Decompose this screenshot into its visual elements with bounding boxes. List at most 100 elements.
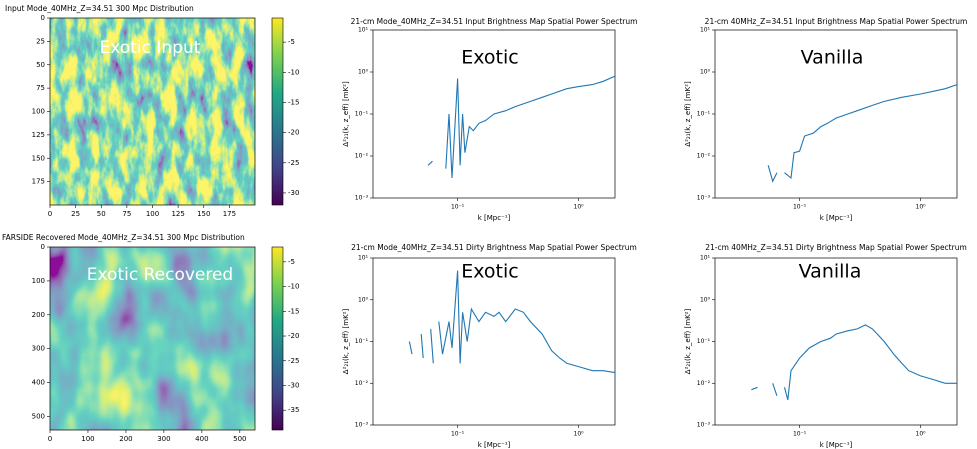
x-tick-label: 200 [119,435,132,443]
x-tick-label: 25 [71,210,80,218]
x-tick-label: 10⁻¹ [451,431,465,438]
y-tick-label: 10⁰ [358,296,369,303]
y-tick-label: 200 [32,311,45,319]
y-tick-label: 150 [32,154,45,162]
y-tick-label: 500 [32,412,45,420]
y-tick-label: 10⁻² [697,380,711,387]
annotation: Vanilla [799,261,862,283]
heatmap-image [50,247,255,430]
y-tick-label: 10⁻³ [697,195,711,202]
y-tick-label: 10⁻¹ [697,338,711,345]
colorbar-tick-label: -5 [288,38,295,46]
y-tick-label: 0 [41,14,45,22]
x-tick-label: 500 [233,435,246,443]
y-tick-label: 10⁻¹ [355,111,369,118]
chart-title: 21-cm 40MHz_Z=34.51 Input Brightness Map… [705,17,968,26]
x-tick-label: 125 [171,210,184,218]
plot-frame [372,257,616,426]
y-tick-label: 25 [36,37,45,45]
y-tick-label: 10¹ [700,27,711,34]
plot-frame [714,257,958,426]
x-tick-label: 10⁰ [916,431,927,438]
x-tick-label: 10⁻¹ [451,204,465,211]
colorbar-tick-label: -25 [288,159,299,167]
annotation: Exotic [461,47,518,69]
data-line [751,324,957,401]
x-axis-label: k [Mpc⁻¹] [820,441,853,449]
y-axis-label: Δ²₂₁(k, z_eff) [mK²] [342,81,350,147]
colorbar [271,246,284,431]
x-tick-label: 150 [197,210,210,218]
data-line [427,75,616,179]
x-tick-label: 10⁰ [574,204,585,211]
y-tick-label: 10⁰ [700,69,711,76]
x-tick-label: 0 [48,210,52,218]
chart-title: 21-cm 40MHz_Z=34.51 Dirty Brightness Map… [705,243,967,252]
y-tick-label: 75 [36,84,45,92]
y-tick-label: 10⁻¹ [355,338,369,345]
x-tick-label: 10⁰ [916,204,927,211]
data-line [767,84,958,183]
y-tick-label: 10⁻³ [355,195,369,202]
colorbar-tick-label: -10 [288,68,299,76]
y-tick-label: 10⁰ [358,69,369,76]
y-tick-label: 10⁻³ [355,422,369,429]
chart-title: Input Mode_40MHz_Z=34.51 300 Mpc Distrib… [5,4,194,13]
y-tick-label: 50 [36,61,45,69]
y-tick-label: 10¹ [358,255,369,262]
colorbar-tick-label: -30 [288,381,299,389]
colorbar-tick-label: -30 [288,189,299,197]
x-axis-label: k [Mpc⁻¹] [820,214,853,222]
x-tick-label: 50 [97,210,106,218]
x-tick-label: 75 [122,210,131,218]
x-tick-label: 300 [157,435,170,443]
x-tick-label: 0 [48,435,52,443]
x-tick-label: 10⁻¹ [793,204,807,211]
y-tick-label: 100 [32,277,45,285]
y-tick-label: 10⁻³ [697,422,711,429]
x-tick-label: 175 [223,210,236,218]
x-tick-label: 400 [195,435,208,443]
colorbar [271,17,284,206]
y-tick-label: 10¹ [358,27,369,34]
annotation: Exotic Recovered [87,265,233,285]
y-tick-label: 300 [32,345,45,353]
y-tick-label: 100 [32,108,45,116]
y-tick-label: 10⁻¹ [697,111,711,118]
heatmap-image [50,18,255,205]
y-tick-label: 10¹ [700,255,711,262]
y-axis-label: Δ²₂₁(k, z_eff) [mK²] [684,81,692,147]
colorbar-tick-label: -25 [288,357,299,365]
chart-title: 21-cm Mode_40MHz_Z=34.51 Input Brightnes… [351,17,638,26]
annotation: Exotic Input [100,38,201,58]
x-tick-label: 100 [81,435,94,443]
x-tick-label: 10⁻¹ [793,431,807,438]
colorbar-tick-label: -10 [288,283,299,291]
x-tick-label: 100 [146,210,159,218]
x-tick-label: 10⁰ [574,431,585,438]
y-tick-label: 10⁻² [697,153,711,160]
y-tick-label: 10⁻² [355,380,369,387]
y-axis-label: Δ²₂₁(k, z_eff) [mK²] [342,309,350,375]
y-tick-label: 10⁻² [355,153,369,160]
x-axis-label: k [Mpc⁻¹] [478,214,511,222]
chart-title: FARSIDE Recovered Mode_40MHz_Z=34.51 300… [2,233,245,242]
y-axis-label: Δ²₂₁(k, z_eff) [mK²] [684,309,692,375]
colorbar-tick-label: -20 [288,129,299,137]
colorbar-tick-label: -20 [288,332,299,340]
y-tick-label: 400 [32,379,45,387]
y-tick-label: 125 [32,131,45,139]
y-tick-label: 10⁰ [700,296,711,303]
y-tick-label: 0 [41,243,45,251]
chart-title: 21-cm Mode_40MHz_Z=34.51 Dirty Brightnes… [351,243,637,252]
colorbar-tick-label: -5 [288,258,295,266]
plot-frame [49,246,256,431]
annotation: Exotic [461,261,518,283]
colorbar-tick-label: -35 [288,406,299,414]
x-axis-label: k [Mpc⁻¹] [478,441,511,449]
y-tick-label: 175 [32,178,45,186]
annotation: Vanilla [801,47,864,69]
data-line [408,270,616,374]
colorbar-tick-label: -15 [288,307,299,315]
